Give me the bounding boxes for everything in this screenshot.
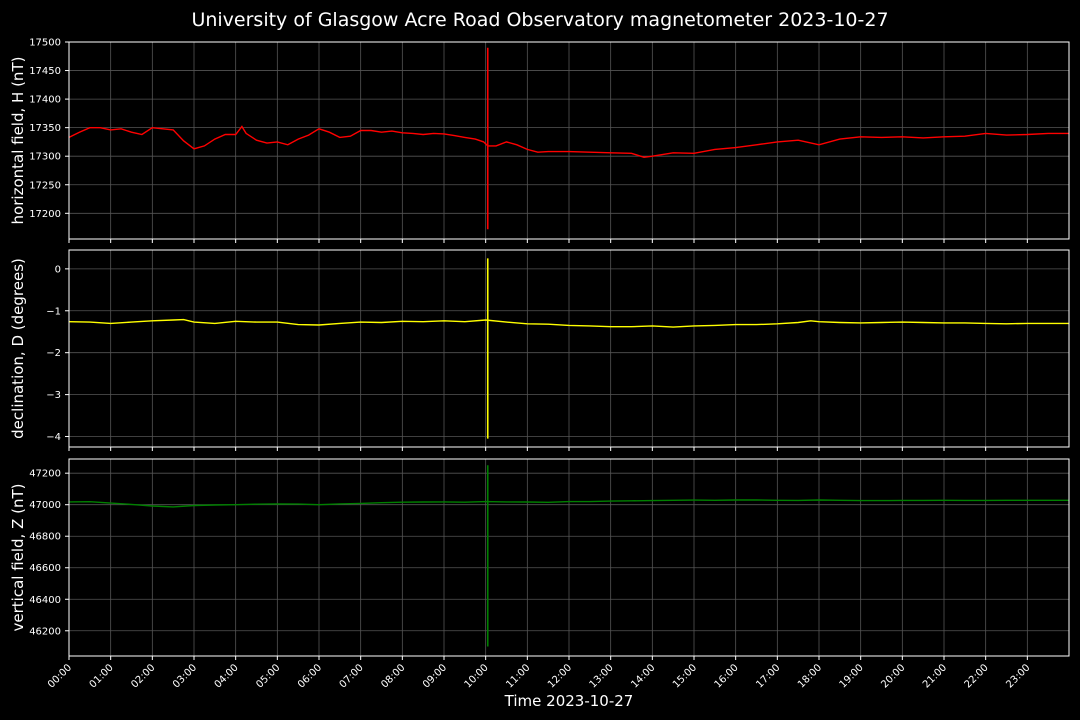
- x-tick-label: 20:00: [879, 662, 907, 690]
- d-ylabel: declination, D (degrees): [9, 258, 27, 439]
- h-ytick-label: 17400: [29, 95, 61, 106]
- x-tick-label: 21:00: [921, 662, 949, 690]
- x-tick-label: 11:00: [504, 662, 532, 690]
- x-tick-label: 12:00: [546, 662, 574, 690]
- z-ytick-label: 47200: [29, 469, 61, 480]
- h-ytick-label: 17250: [29, 180, 61, 191]
- x-tick-label: 23:00: [1004, 662, 1032, 690]
- z-ytick-label: 47000: [29, 500, 61, 511]
- h-panel-frame: [68, 41, 1070, 240]
- x-tick-label: 06:00: [296, 662, 324, 690]
- z-ylabel: vertical field, Z (nT): [9, 483, 27, 631]
- h-ytick-label: 17300: [29, 152, 61, 163]
- x-tick-label: 10:00: [463, 662, 491, 690]
- h-series-line: [68, 125, 1069, 159]
- x-tick-label: 07:00: [338, 662, 366, 690]
- x-tick-label: 05:00: [254, 662, 282, 690]
- x-axis-label: Time 2023-10-27: [504, 692, 634, 710]
- x-tick-label: 15:00: [671, 662, 699, 690]
- x-tick-label: 22:00: [963, 662, 991, 690]
- x-tick-label: 17:00: [754, 662, 782, 690]
- x-tick-label: 18:00: [796, 662, 824, 690]
- x-tick-label: 01:00: [88, 662, 116, 690]
- h-ytick-label: 17350: [29, 123, 61, 134]
- chart-title: University of Glasgow Acre Road Observat…: [191, 9, 889, 31]
- x-tick-label: 02:00: [129, 662, 157, 690]
- x-tick-label: 08:00: [379, 662, 407, 690]
- x-tick-label: 03:00: [171, 662, 199, 690]
- z-ytick-label: 46600: [29, 563, 61, 574]
- d-ytick-label: −4: [46, 432, 61, 443]
- x-tick-label: 04:00: [213, 662, 241, 690]
- d-panel-frame: [68, 249, 1070, 448]
- d-ytick-label: −3: [46, 390, 61, 401]
- x-tick-label: 13:00: [588, 662, 616, 690]
- d-ytick-label: 0: [55, 264, 61, 275]
- h-ytick-label: 17500: [29, 38, 61, 49]
- h-ytick-label: 17200: [29, 209, 61, 220]
- d-series-line: [68, 318, 1069, 328]
- x-tick-label: 09:00: [421, 662, 449, 690]
- d-ytick-label: −1: [46, 306, 61, 317]
- z-ytick-label: 46400: [29, 595, 61, 606]
- d-ytick-label: −2: [46, 348, 61, 359]
- z-ytick-label: 46200: [29, 626, 61, 637]
- x-tick-label: 16:00: [713, 662, 741, 690]
- h-ytick-label: 17450: [29, 66, 61, 77]
- x-tick-label: 19:00: [838, 662, 866, 690]
- x-tick-label: 00:00: [46, 662, 74, 690]
- h-ylabel: horizontal field, H (nT): [9, 57, 27, 225]
- z-panel-frame: [68, 458, 1070, 657]
- z-series-line: [68, 499, 1069, 508]
- x-tick-label: 14:00: [629, 662, 657, 690]
- z-ytick-label: 46800: [29, 532, 61, 543]
